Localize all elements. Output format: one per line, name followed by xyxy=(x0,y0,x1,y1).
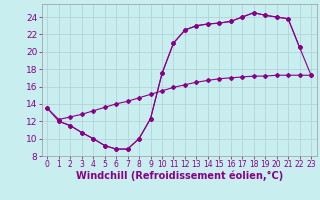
X-axis label: Windchill (Refroidissement éolien,°C): Windchill (Refroidissement éolien,°C) xyxy=(76,171,283,181)
